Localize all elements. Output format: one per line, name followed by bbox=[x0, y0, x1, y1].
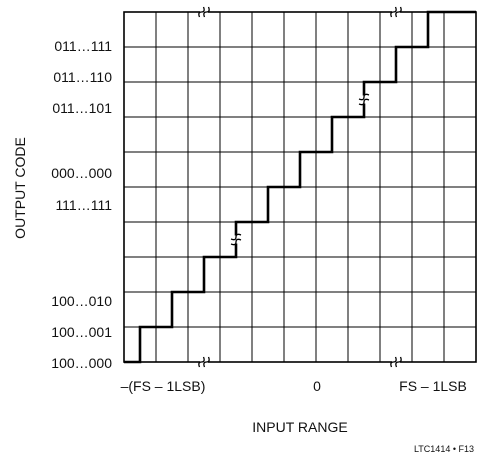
axis-break-marks bbox=[198, 6, 402, 368]
line-break-lower bbox=[230, 233, 242, 246]
y-tick-labels: 011…111 011…110 011…101 000…000 111…111 … bbox=[51, 38, 112, 371]
y-tick-label: 111…111 bbox=[55, 197, 112, 213]
x-tick-label: FS – 1LSB bbox=[399, 378, 467, 394]
axis-break-bottom-left bbox=[198, 356, 210, 368]
line-break-upper bbox=[358, 93, 370, 106]
x-tick-labels: –(FS – 1LSB) 0 FS – 1LSB bbox=[121, 378, 467, 394]
plot-frame bbox=[123, 11, 477, 363]
y-tick-label: 100…010 bbox=[51, 293, 112, 309]
x-tick-label: –(FS – 1LSB) bbox=[121, 378, 206, 394]
staircase-line bbox=[124, 10, 476, 364]
y-tick-label: 100…000 bbox=[51, 355, 112, 371]
axis-break-top-left bbox=[198, 6, 210, 18]
axis-break-top-right bbox=[390, 6, 402, 18]
axis-break-bottom-right bbox=[390, 356, 402, 368]
y-tick-label: 011…101 bbox=[52, 100, 112, 116]
x-tick-label: 0 bbox=[313, 378, 321, 394]
y-tick-label: 011…111 bbox=[54, 38, 112, 54]
y-axis-label: OUTPUT CODE bbox=[12, 137, 28, 239]
x-axis-label: INPUT RANGE bbox=[252, 419, 347, 435]
y-tick-label: 100…001 bbox=[51, 324, 112, 340]
figure-code: LTC1414 • F13 bbox=[414, 444, 474, 454]
y-tick-label: 011…110 bbox=[53, 69, 112, 85]
y-tick-label: 000…000 bbox=[51, 165, 112, 181]
